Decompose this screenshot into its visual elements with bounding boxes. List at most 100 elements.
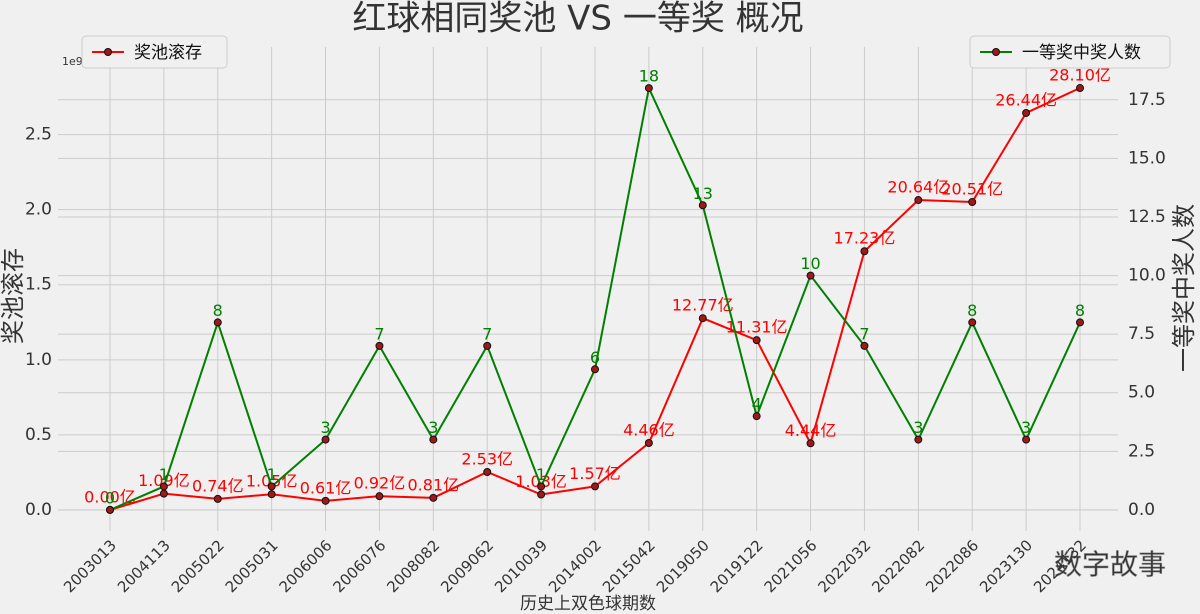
value-label: 1 bbox=[159, 465, 169, 484]
marker bbox=[752, 336, 761, 345]
y2-tick-label: 0.0 bbox=[1128, 500, 1155, 520]
value-label: 1 bbox=[267, 465, 277, 484]
value-label: 18 bbox=[639, 67, 659, 86]
marker bbox=[698, 314, 707, 323]
x-axis-label: 历史上双色球期数 bbox=[520, 594, 656, 614]
legend-marker bbox=[104, 48, 112, 56]
value-label: 1 bbox=[536, 465, 546, 484]
marker bbox=[752, 412, 761, 421]
marker bbox=[321, 496, 330, 505]
y-axis-label: 奖池滚存 bbox=[0, 248, 27, 344]
marker bbox=[591, 482, 599, 491]
marker bbox=[267, 482, 276, 491]
y2-tick-label: 5.0 bbox=[1128, 383, 1155, 403]
marker bbox=[1076, 84, 1084, 93]
marker bbox=[375, 492, 384, 501]
value-label: 13 bbox=[693, 184, 713, 203]
y-tick-label: 2.0 bbox=[25, 200, 52, 220]
value-label: 4.44亿 bbox=[785, 421, 837, 440]
marker bbox=[429, 493, 438, 502]
marker bbox=[483, 341, 492, 350]
y-tick-label: 0.5 bbox=[25, 425, 52, 445]
marker bbox=[483, 467, 492, 476]
value-label: 1.57亿 bbox=[569, 464, 621, 483]
y2-tick-label: 10.0 bbox=[1128, 266, 1166, 286]
value-label: 0.92亿 bbox=[354, 474, 406, 493]
value-label: 28.10亿 bbox=[1049, 66, 1111, 85]
value-label: 8 bbox=[967, 301, 977, 320]
value-label: 6 bbox=[590, 348, 600, 367]
value-label: 3 bbox=[913, 418, 923, 437]
value-label: 3 bbox=[428, 418, 438, 437]
y2-axis-label: 一等奖中奖人数 bbox=[1170, 204, 1198, 372]
marker bbox=[644, 84, 653, 93]
chart-title: 红球相同奖池 VS 一等奖 概况 bbox=[352, 0, 803, 39]
marker bbox=[644, 439, 653, 448]
marker bbox=[968, 197, 977, 206]
value-label: 12.77亿 bbox=[672, 296, 734, 315]
value-label: 10 bbox=[800, 254, 820, 273]
value-label: 3 bbox=[320, 418, 330, 437]
marker bbox=[159, 482, 168, 491]
value-label: 8 bbox=[213, 301, 223, 320]
marker bbox=[914, 435, 923, 444]
value-label: 7 bbox=[374, 324, 384, 343]
y2-tick-label: 15.0 bbox=[1128, 148, 1166, 168]
y-tick-label: 1.5 bbox=[25, 275, 52, 295]
y2-tick-label: 12.5 bbox=[1128, 207, 1166, 227]
value-label: 3 bbox=[1021, 418, 1031, 437]
value-label: 1.03亿 bbox=[515, 472, 567, 491]
y2-tick-label: 2.5 bbox=[1128, 441, 1155, 461]
value-label: 0.00亿 bbox=[84, 487, 136, 506]
marker bbox=[806, 271, 815, 280]
marker bbox=[213, 318, 222, 327]
value-label: 0.74亿 bbox=[192, 476, 244, 495]
value-label: 4 bbox=[752, 395, 762, 414]
value-label: 7 bbox=[482, 324, 492, 343]
marker bbox=[429, 435, 438, 444]
legend-box bbox=[81, 35, 228, 69]
marker bbox=[914, 196, 923, 205]
marker bbox=[106, 505, 114, 514]
y2-tick-label: 7.5 bbox=[1128, 324, 1155, 344]
value-label: 17.23亿 bbox=[834, 229, 896, 248]
value-label: 0.81亿 bbox=[408, 475, 460, 494]
legend-label: 一等奖中奖人数 bbox=[1022, 43, 1141, 63]
marker bbox=[1022, 435, 1031, 444]
y-offset-label: 1e9 bbox=[62, 55, 83, 68]
legend-label: 奖池滚存 bbox=[134, 43, 202, 63]
marker bbox=[1022, 108, 1031, 117]
legend-box bbox=[969, 35, 1171, 69]
value-label: 20.64亿 bbox=[887, 178, 949, 197]
marker bbox=[159, 489, 168, 498]
y-tick-label: 1.0 bbox=[25, 350, 52, 370]
marker bbox=[537, 482, 546, 491]
marker bbox=[1076, 318, 1084, 327]
marker bbox=[806, 439, 815, 448]
marker bbox=[321, 435, 330, 444]
watermark: 数字故事 bbox=[1054, 548, 1166, 581]
value-label: 0 bbox=[105, 488, 115, 507]
marker bbox=[860, 341, 869, 350]
marker bbox=[591, 365, 599, 374]
value-label: 20.51亿 bbox=[941, 179, 1003, 198]
value-label: 1.09亿 bbox=[138, 471, 190, 490]
value-label: 4.46亿 bbox=[623, 421, 675, 440]
legend-marker bbox=[992, 48, 1000, 56]
value-label: 26.44亿 bbox=[995, 90, 1057, 109]
marker bbox=[698, 201, 707, 210]
value-label: 7 bbox=[859, 324, 869, 343]
marker bbox=[213, 494, 222, 503]
marker bbox=[968, 318, 977, 327]
marker bbox=[267, 490, 276, 499]
marker bbox=[537, 490, 546, 499]
value-label: 0.61亿 bbox=[300, 478, 352, 497]
y-tick-label: 0.0 bbox=[25, 500, 52, 520]
value-label: 11.31亿 bbox=[726, 318, 788, 337]
marker bbox=[860, 247, 869, 256]
value-label: 8 bbox=[1075, 301, 1085, 320]
marker bbox=[375, 341, 384, 350]
value-label: 2.53亿 bbox=[461, 449, 513, 468]
